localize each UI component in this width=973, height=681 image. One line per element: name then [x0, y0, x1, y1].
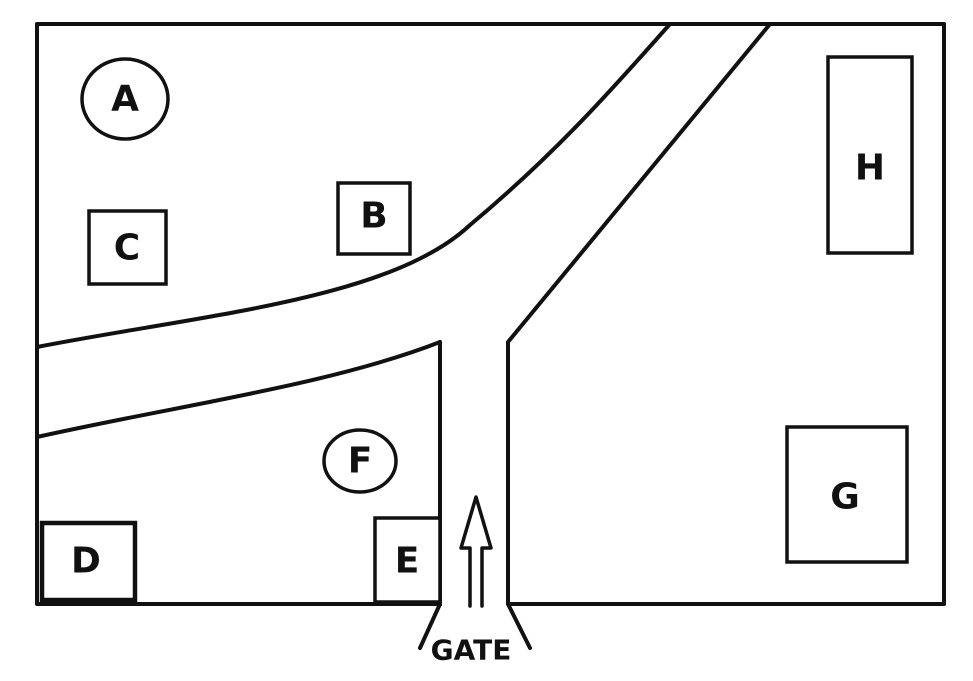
location-h-label: H	[855, 148, 885, 189]
location-g-label: G	[830, 477, 860, 518]
location-a-label: A	[111, 79, 139, 120]
location-c-label: C	[114, 228, 140, 269]
location-e-label: E	[395, 541, 420, 582]
gate-flare-right	[506, 602, 532, 650]
entrance-arrow-icon	[459, 495, 493, 608]
location-h: H	[826, 55, 914, 255]
location-g: G	[785, 425, 909, 564]
main-road-right-edge	[506, 22, 772, 606]
gate-label: GATE	[431, 634, 512, 667]
road-lower-edge	[35, 340, 442, 439]
location-f-label: F	[348, 441, 373, 482]
location-b: B	[336, 181, 412, 256]
location-a: A	[80, 57, 170, 141]
location-f: F	[322, 428, 398, 494]
location-d: D	[39, 520, 138, 603]
location-e: E	[373, 516, 442, 604]
road-upper-edge	[35, 22, 672, 349]
location-d-label: D	[71, 541, 101, 582]
location-b-label: B	[360, 196, 387, 237]
location-c: C	[87, 209, 168, 286]
gate-flare-left	[418, 602, 442, 650]
